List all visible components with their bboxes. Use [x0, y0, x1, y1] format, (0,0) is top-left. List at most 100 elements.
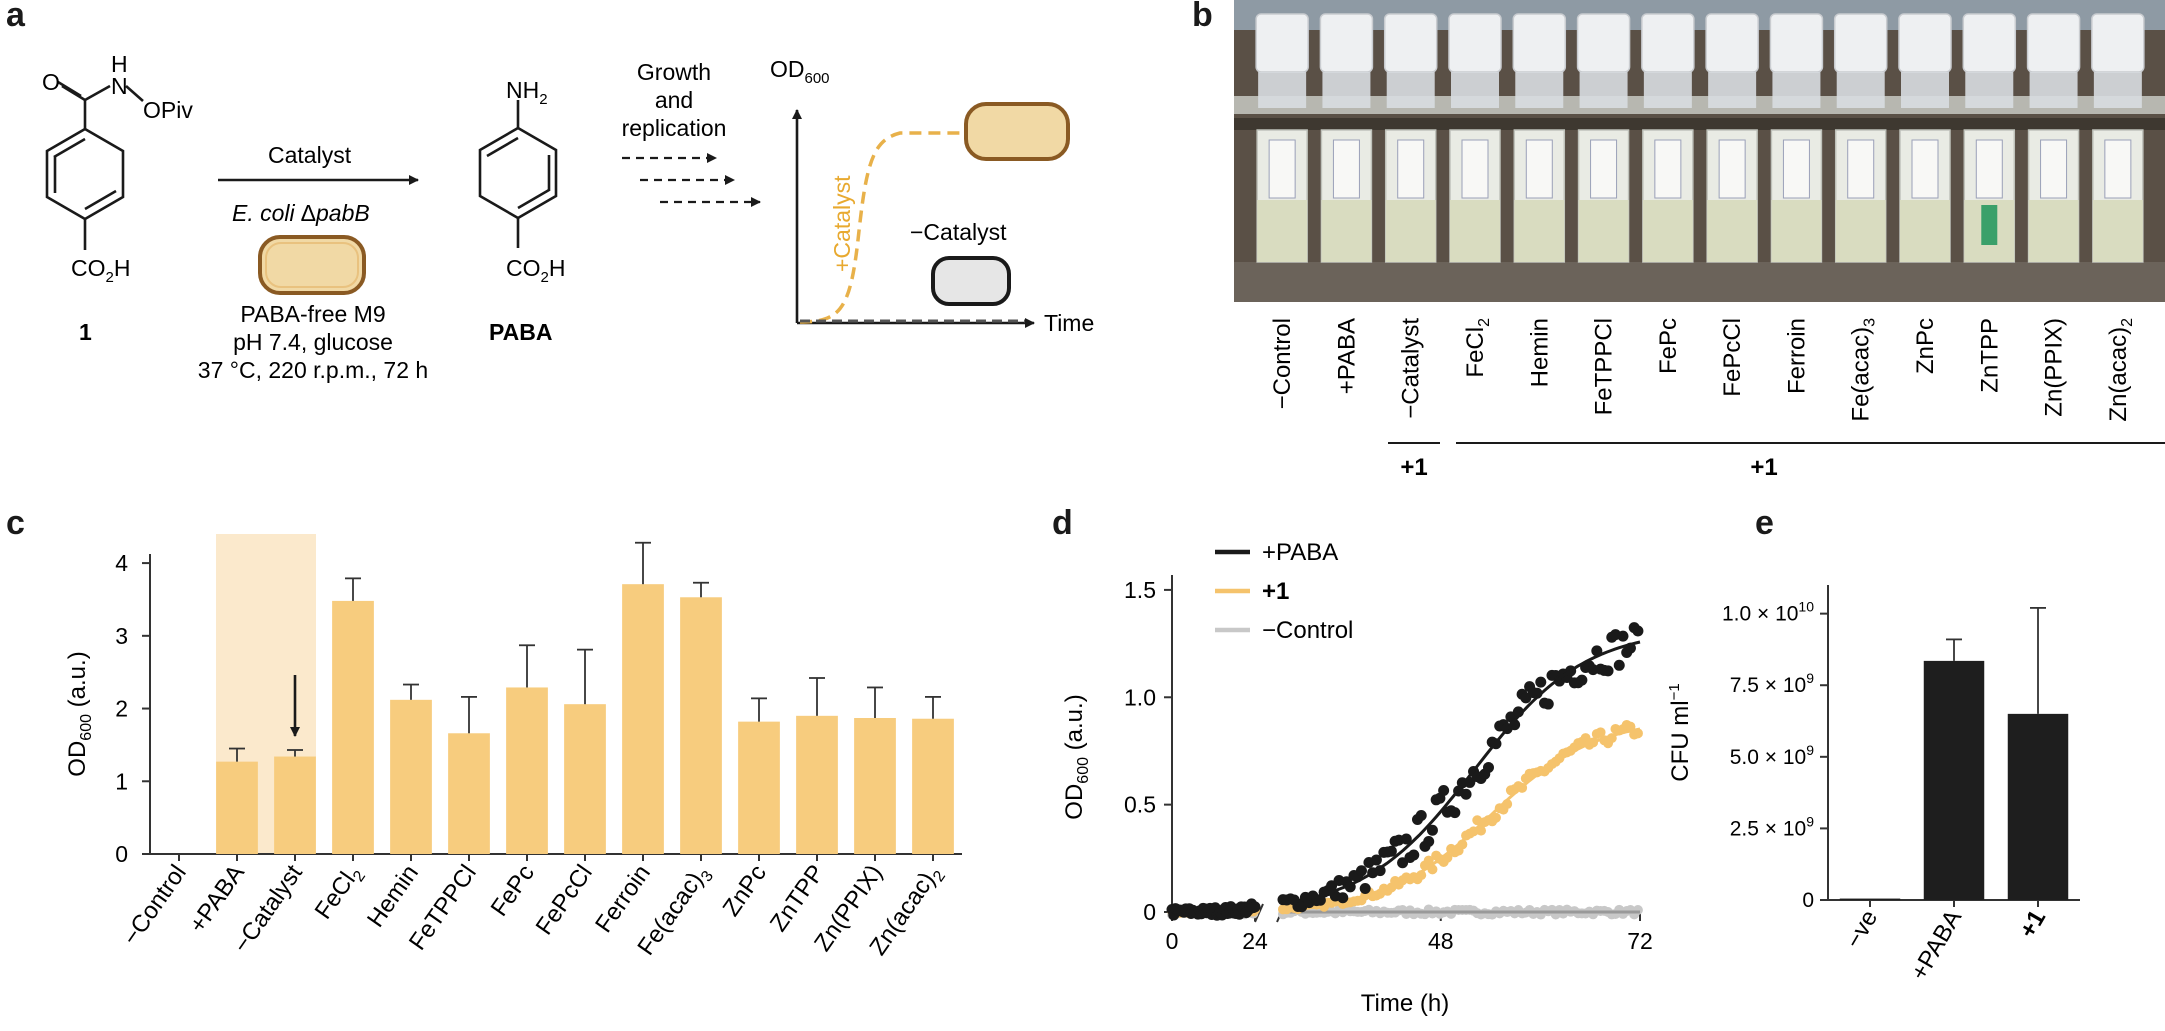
- tube-liquid: [1385, 200, 1436, 262]
- y-axis-label: OD600 (a.u.): [64, 651, 95, 776]
- growth-text-1: Growth: [637, 59, 711, 85]
- amide-n: N: [111, 73, 128, 99]
- y-tick-label: 7.5 × 109: [1730, 670, 1814, 697]
- amide-h: H: [111, 51, 128, 77]
- tube-liquid: [1257, 200, 1308, 262]
- x-axis-label: Time (h): [1361, 990, 1449, 1017]
- data-point: [1490, 812, 1501, 823]
- mini-od-label: OD600: [770, 56, 830, 87]
- tube-liquid: [1900, 200, 1950, 262]
- tube-liquid: [1835, 200, 1886, 262]
- tube-neck: [1579, 72, 1628, 108]
- data-point: [1460, 788, 1472, 800]
- bar: [216, 761, 258, 854]
- data-point: [1535, 676, 1547, 688]
- data-point: [1613, 659, 1625, 671]
- growth-text-3: replication: [622, 115, 727, 141]
- data-point: [1449, 807, 1461, 819]
- bacterium-cell: [258, 235, 366, 295]
- tube-neck: [1258, 72, 1307, 108]
- x-tick-label: −Control: [117, 860, 192, 950]
- tube-neck: [2093, 72, 2142, 108]
- condition-1: PABA-free M9: [240, 301, 385, 327]
- data-point: [1355, 865, 1367, 877]
- legend-label: +PABA: [1262, 539, 1338, 566]
- bar: [912, 718, 954, 854]
- bar: [738, 721, 780, 854]
- opiv-group: OPiv: [143, 97, 193, 123]
- tube-sticker: [1654, 139, 1682, 199]
- mini-catalyst-curve: [799, 131, 960, 324]
- data-point: [1576, 674, 1588, 686]
- tube-cap: [1962, 13, 2017, 73]
- tube-neck: [1386, 72, 1435, 108]
- tube-sticker: [1461, 139, 1489, 199]
- data-point: [1423, 836, 1435, 848]
- tube-liquid: [1707, 200, 1758, 262]
- tube-neck: [1901, 72, 1949, 108]
- tube-neck: [1708, 72, 1757, 108]
- paba-acid: CO2H: [506, 255, 565, 286]
- tube-cap: [1448, 13, 1502, 73]
- tube-cap: [1705, 13, 1759, 73]
- tube-sticker: [1782, 139, 1810, 199]
- bar: [448, 733, 490, 854]
- y-tick-label: 1.5: [1124, 577, 1156, 603]
- acid-group-1: CO2H: [71, 255, 130, 286]
- x-tick-label: 48: [1428, 928, 1454, 954]
- tube-cap: [1576, 13, 1631, 73]
- y-tick-label: 1: [115, 768, 128, 794]
- tube-neck: [1515, 72, 1564, 108]
- tube-neck: [1643, 72, 1692, 108]
- x-tick-label: FeCl2: [310, 860, 370, 927]
- data-point: [1472, 815, 1483, 826]
- tube-liquid: [2028, 200, 2079, 262]
- data-point: [1249, 901, 1261, 913]
- tube-liquid: [1450, 200, 1500, 262]
- tube-neck: [1451, 72, 1499, 108]
- compound-label: 1: [79, 319, 92, 345]
- y-tick-label: 1.0 × 1010: [1722, 599, 1814, 626]
- tube-label: FePc: [1655, 318, 1682, 374]
- tube-cap: [2026, 13, 2081, 73]
- bar: [390, 699, 432, 854]
- x-tick-label: FePcCl: [531, 860, 598, 940]
- y-tick-label: 2.5 × 109: [1730, 813, 1814, 840]
- bar: [622, 584, 664, 854]
- data-point: [1408, 849, 1420, 861]
- chart-d: 0 0.5 1.0 1.5 0 24 48 72 Time (h) OD600 (a.u.) +PA…: [1061, 539, 1653, 1017]
- tube-labels: −Control +PABA −Catalyst FeCl2 Hemin FeTPPCl F…: [1269, 318, 2136, 422]
- tube-sticker: [1268, 139, 1296, 199]
- tube-label: Zn(PPIX): [2041, 318, 2068, 417]
- paba-amine: NH2: [506, 77, 548, 108]
- tube-liquid: [1578, 200, 1629, 262]
- mini-cell-grown: [964, 102, 1070, 161]
- bar: [1923, 660, 1985, 900]
- legend-label: +1: [1262, 578, 1289, 605]
- tube-cap: [1769, 13, 1824, 73]
- data-point: [1482, 761, 1494, 773]
- tube-sticker: [1718, 139, 1746, 199]
- tube-sticker: [1847, 139, 1875, 199]
- axis-break: [1254, 903, 1264, 923]
- data-point: [1632, 905, 1643, 916]
- data-point: [1385, 845, 1397, 857]
- panel-label-c: c: [6, 504, 25, 542]
- data-point: [1426, 824, 1438, 836]
- data-point: [1359, 882, 1371, 894]
- x-tick-label: 72: [1627, 928, 1653, 954]
- bracket-right-label: +1: [1750, 454, 1777, 481]
- panel-label-a: a: [6, 0, 25, 34]
- bar: [680, 597, 722, 854]
- x-tick-label: 0: [1166, 928, 1179, 954]
- tube-sticker: [1590, 139, 1618, 199]
- tube-liquid: [1514, 200, 1565, 262]
- paba-structure: [478, 100, 558, 248]
- data-point: [1337, 892, 1349, 904]
- tube-neck: [1836, 72, 1885, 108]
- tube-neck: [1322, 72, 1371, 108]
- data-point: [1415, 810, 1427, 822]
- tube-cap: [1641, 13, 1695, 73]
